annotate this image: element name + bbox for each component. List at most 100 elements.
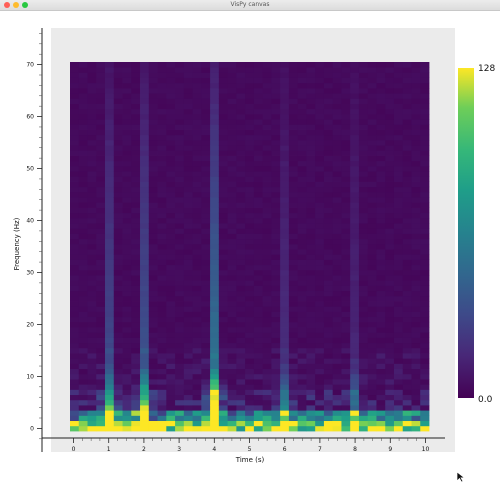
heatmap-cell bbox=[262, 254, 272, 260]
heatmap-cell bbox=[148, 384, 158, 390]
heatmap-cell bbox=[201, 420, 211, 427]
heatmap-cell bbox=[96, 191, 106, 198]
heatmap-cell bbox=[148, 87, 158, 94]
heatmap-cell bbox=[271, 233, 281, 240]
heatmap-cell bbox=[166, 98, 176, 104]
heatmap-cell bbox=[358, 155, 369, 162]
x-axis-ticks: 0 1 2 3 4 5 6 7 8 9 10 bbox=[72, 438, 429, 453]
heatmap-cell bbox=[87, 394, 97, 401]
heatmap-cell bbox=[87, 160, 97, 167]
heatmap-cell bbox=[157, 113, 167, 120]
heatmap-cell bbox=[350, 212, 360, 219]
heatmap-cell bbox=[376, 358, 386, 364]
heatmap-cell bbox=[280, 197, 290, 203]
heatmap-cell bbox=[245, 129, 255, 136]
heatmap-cell bbox=[201, 285, 211, 292]
heatmap-cell bbox=[323, 113, 334, 120]
heatmap-cell bbox=[175, 186, 185, 193]
heatmap-cell bbox=[350, 238, 360, 245]
heatmap-cell bbox=[358, 150, 369, 156]
heatmap-cell bbox=[192, 394, 202, 401]
heatmap-cell bbox=[271, 301, 281, 307]
heatmap-cell bbox=[192, 269, 202, 276]
heatmap-cell bbox=[288, 306, 299, 312]
heatmap-cell bbox=[402, 358, 412, 364]
x-tick-label: 2 bbox=[142, 446, 146, 453]
heatmap-cell bbox=[131, 119, 141, 125]
heatmap-cell bbox=[262, 150, 272, 156]
heatmap-cell bbox=[367, 306, 377, 312]
heatmap-cell bbox=[411, 150, 421, 156]
heatmap-cell bbox=[297, 228, 307, 234]
heatmap-cell bbox=[210, 113, 220, 120]
heatmap-cell bbox=[245, 321, 255, 328]
minimize-window-button[interactable] bbox=[13, 2, 19, 8]
heatmap-cell bbox=[113, 207, 123, 214]
heatmap-cell bbox=[393, 212, 404, 219]
heatmap-cell bbox=[113, 202, 123, 208]
heatmap-cell bbox=[306, 368, 316, 375]
heatmap-cell bbox=[411, 280, 421, 286]
heatmap-cell bbox=[87, 119, 97, 125]
heatmap-cell bbox=[122, 301, 132, 307]
heatmap-cell bbox=[411, 275, 421, 281]
heatmap-cell bbox=[87, 295, 97, 302]
heatmap-cell bbox=[236, 150, 246, 156]
heatmap-cell bbox=[315, 316, 325, 323]
heatmap-cell bbox=[253, 191, 264, 198]
heatmap-cell bbox=[140, 155, 150, 162]
heatmap-cell bbox=[350, 134, 360, 141]
heatmap-cell bbox=[236, 358, 246, 364]
heatmap-cell bbox=[245, 62, 255, 68]
heatmap-cell bbox=[175, 264, 185, 271]
heatmap-cell bbox=[376, 264, 386, 271]
heatmap-cell bbox=[341, 160, 351, 167]
heatmap-cell bbox=[385, 290, 395, 297]
heatmap-cell bbox=[70, 72, 80, 78]
heatmap-cell bbox=[148, 264, 158, 271]
heatmap-cell bbox=[411, 415, 421, 422]
heatmap-cell bbox=[271, 420, 281, 427]
heatmap-cell bbox=[411, 108, 421, 115]
heatmap-cell bbox=[358, 176, 369, 182]
heatmap-cell bbox=[323, 327, 334, 333]
heatmap-cell bbox=[122, 275, 132, 281]
heatmap-cell bbox=[420, 87, 430, 94]
heatmap-cell bbox=[280, 410, 290, 416]
heatmap-cell bbox=[393, 280, 404, 286]
heatmap-cell bbox=[218, 321, 229, 328]
heatmap-cell bbox=[323, 379, 334, 385]
heatmap-cell bbox=[420, 62, 430, 68]
close-window-button[interactable] bbox=[4, 2, 10, 8]
heatmap-cell bbox=[367, 134, 377, 141]
heatmap-cell bbox=[78, 337, 88, 344]
heatmap-cell bbox=[78, 113, 88, 120]
heatmap-cell bbox=[411, 290, 421, 297]
heatmap-cell bbox=[332, 347, 342, 354]
heatmap-cell bbox=[78, 264, 88, 271]
heatmap-cell bbox=[236, 327, 246, 333]
heatmap-cell bbox=[140, 238, 150, 245]
heatmap-cell bbox=[323, 191, 334, 198]
heatmap-cell bbox=[376, 139, 386, 146]
heatmap-cell bbox=[411, 119, 421, 125]
heatmap-cell bbox=[113, 384, 123, 390]
heatmap-cell bbox=[105, 171, 115, 177]
heatmap-cell bbox=[358, 306, 369, 312]
heatmap-cell bbox=[78, 72, 88, 78]
heatmap-cell bbox=[411, 171, 421, 177]
heatmap-cell bbox=[210, 295, 220, 302]
heatmap-cell bbox=[210, 337, 220, 344]
heatmap-cell bbox=[315, 332, 325, 338]
maximize-window-button[interactable] bbox=[22, 2, 28, 8]
heatmap-cell bbox=[166, 233, 176, 240]
heatmap-cell bbox=[271, 191, 281, 198]
heatmap-cell bbox=[253, 176, 264, 182]
heatmap-cell bbox=[148, 332, 158, 338]
heatmap-cell bbox=[358, 129, 369, 136]
heatmap-cell bbox=[122, 228, 132, 234]
heatmap-cell bbox=[367, 238, 377, 245]
heatmap-cell bbox=[271, 212, 281, 219]
heatmap-cell bbox=[131, 285, 141, 292]
